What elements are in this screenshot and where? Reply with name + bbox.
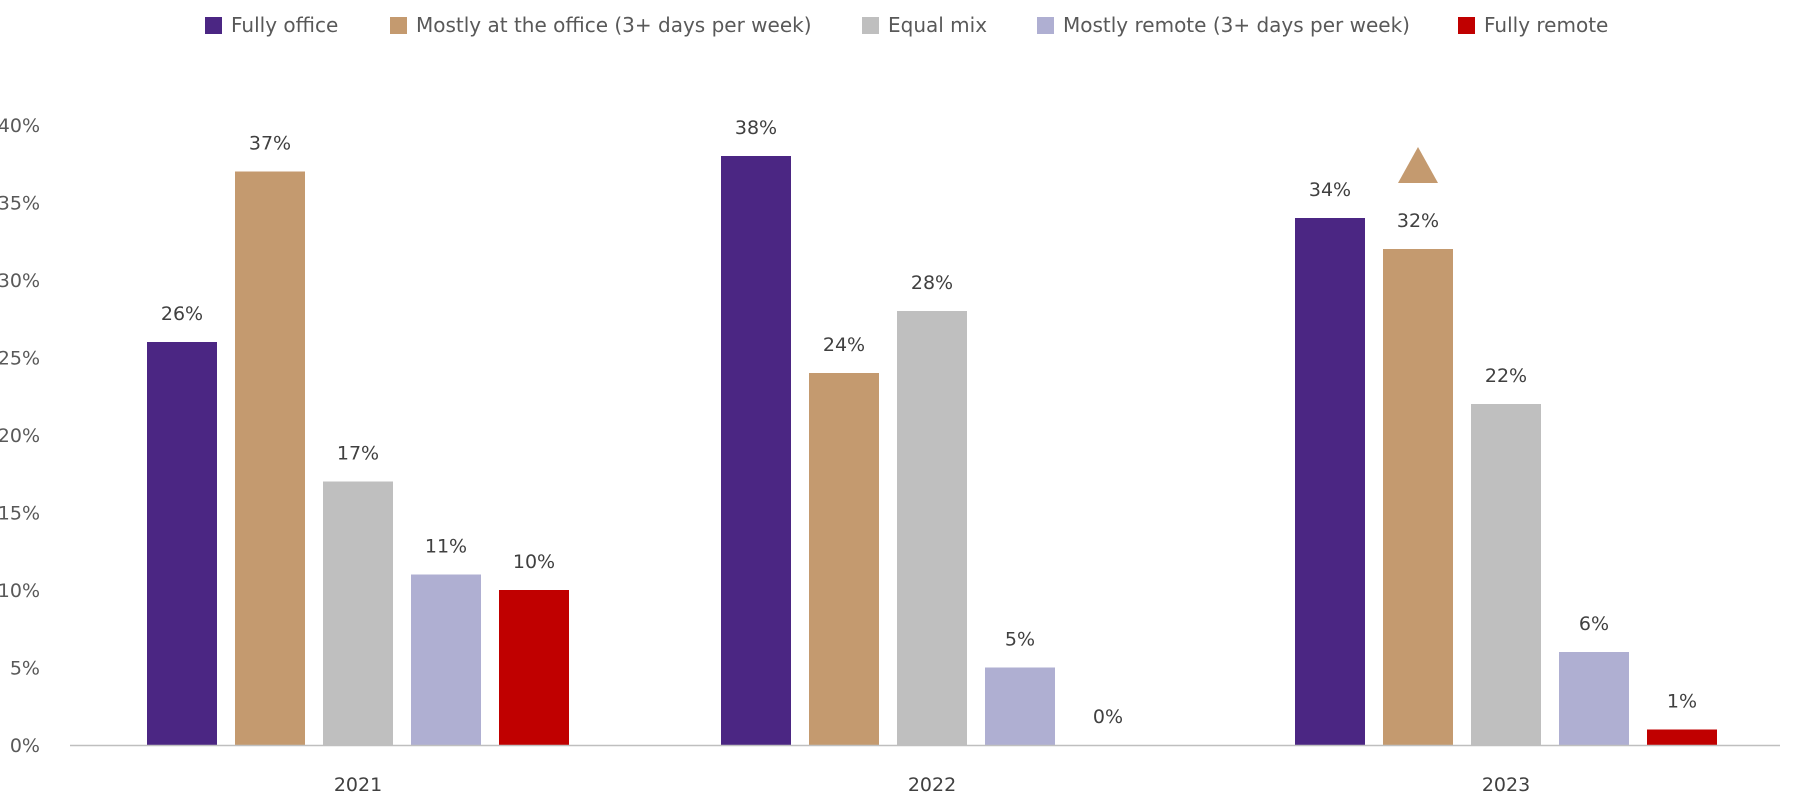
- data-label: 32%: [1397, 210, 1439, 232]
- legend: Fully office Mostly at the office (3+ day…: [205, 13, 1608, 37]
- legend-swatch: [390, 17, 407, 34]
- data-label: 10%: [513, 551, 555, 573]
- bar: [411, 574, 481, 745]
- y-tick-label: 30%: [0, 270, 40, 292]
- y-tick-label: 15%: [0, 503, 40, 525]
- y-tick-label: 35%: [0, 193, 40, 215]
- data-labels: 26% 37% 17% 11% 10% 38% 24% 28% 5% 0% 34% 32% 22% 6% 1…: [161, 117, 1697, 728]
- y-tick-label: 20%: [0, 425, 40, 447]
- legend-label: Mostly remote (3+ days per week): [1063, 13, 1410, 37]
- bar: [1471, 404, 1541, 745]
- data-label: 38%: [735, 117, 777, 139]
- bar: [323, 481, 393, 745]
- y-tick-label: 10%: [0, 580, 40, 602]
- data-label: 17%: [337, 443, 379, 465]
- data-label: 0%: [1093, 706, 1123, 728]
- legend-item: Equal mix: [862, 13, 987, 37]
- data-label: 6%: [1579, 613, 1609, 635]
- x-tick-label: 2021: [334, 774, 382, 796]
- bar: [1383, 249, 1453, 745]
- data-label: 26%: [161, 303, 203, 325]
- legend-label: Fully remote: [1484, 13, 1608, 37]
- bar: [1559, 652, 1629, 745]
- bar: [499, 590, 569, 745]
- data-label: 1%: [1667, 691, 1697, 713]
- y-tick-label: 0%: [10, 735, 40, 757]
- bar: [147, 342, 217, 745]
- legend-item: Fully office: [205, 13, 338, 37]
- data-label: 11%: [425, 536, 467, 558]
- legend-swatch: [1037, 17, 1054, 34]
- legend-swatch: [205, 17, 222, 34]
- bar: [985, 667, 1055, 745]
- legend-swatch: [1458, 17, 1475, 34]
- legend-item: Fully remote: [1458, 13, 1608, 37]
- y-tick-label: 5%: [10, 658, 40, 680]
- bar: [897, 311, 967, 745]
- bar: [809, 373, 879, 745]
- legend-swatch: [862, 17, 879, 34]
- legend-label: Mostly at the office (3+ days per week): [416, 13, 812, 37]
- legend-item: Mostly at the office (3+ days per week): [390, 13, 812, 37]
- y-tick-label: 40%: [0, 115, 40, 137]
- data-label: 37%: [249, 133, 291, 155]
- data-label: 5%: [1005, 629, 1035, 651]
- annotations: [1398, 147, 1438, 183]
- data-label: 34%: [1309, 179, 1351, 201]
- bar: [1295, 218, 1365, 745]
- legend-item: Mostly remote (3+ days per week): [1037, 13, 1410, 37]
- legend-label: Fully office: [231, 13, 338, 37]
- bar: [1647, 729, 1717, 745]
- bar: [235, 171, 305, 745]
- data-label: 28%: [911, 272, 953, 294]
- bars: [147, 156, 1717, 745]
- bar: [721, 156, 791, 745]
- up-triangle-icon: [1398, 147, 1438, 183]
- x-tick-label: 2022: [908, 774, 956, 796]
- y-axis: 0% 5% 10% 15% 20% 25% 30% 35% 40%: [0, 115, 40, 757]
- data-label: 22%: [1485, 365, 1527, 387]
- data-label: 24%: [823, 334, 865, 356]
- x-axis: 2021 2022 2023: [70, 744, 1780, 796]
- x-tick-label: 2023: [1482, 774, 1530, 796]
- legend-label: Equal mix: [888, 13, 987, 37]
- y-tick-label: 25%: [0, 348, 40, 370]
